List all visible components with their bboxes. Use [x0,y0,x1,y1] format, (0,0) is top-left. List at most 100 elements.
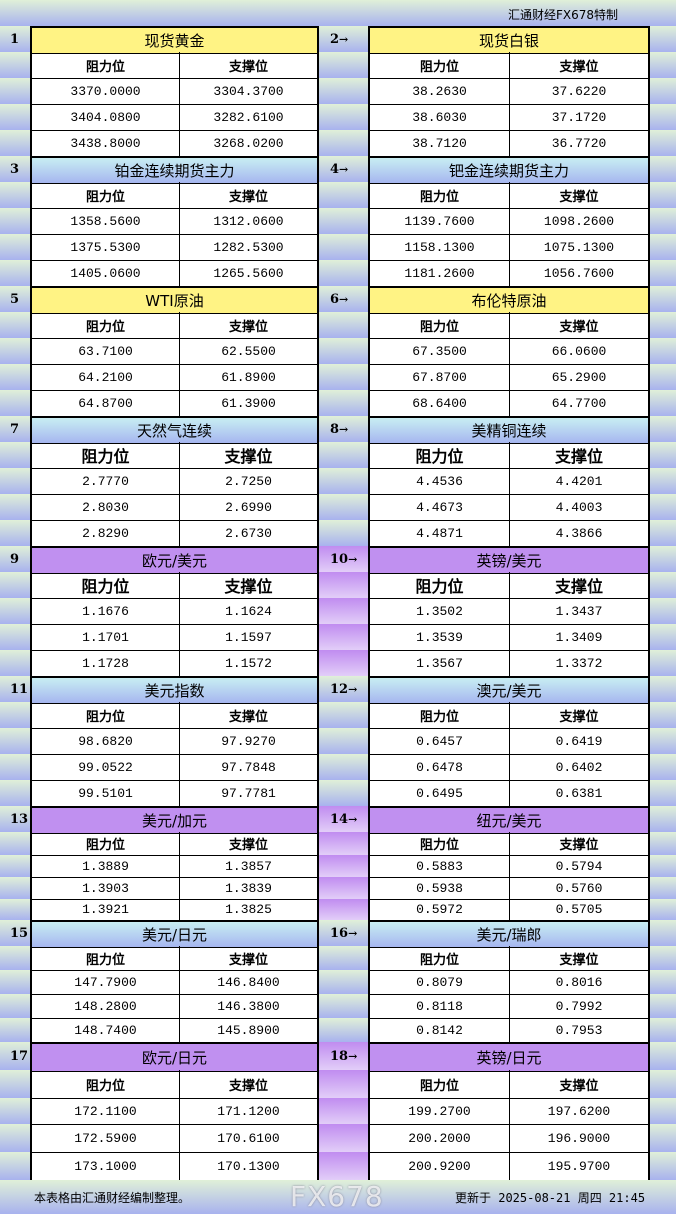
section-number-text: 5 [10,291,20,307]
support-label: 支撑位 [180,946,317,971]
section-number-text: 10 [330,551,349,567]
resistance-value: 1158.1300 [370,234,510,261]
section-number-text: 11 [10,681,29,697]
support-value: 37.6220 [510,78,648,105]
instrument-table: 钯金连续期货主力 阻力位 支撑位 1139.7600 1098.2600 1158.130… [368,156,650,288]
support-value: 0.5760 [510,877,648,900]
support-value: 0.6419 [510,728,648,755]
resistance-value: 2.8290 [32,520,180,546]
instrument-table: 英镑/日元 阻力位 支撑位 199.2700 197.6200 200.2000 196.9… [368,1042,650,1182]
support-label: 支撑位 [510,52,648,79]
resistance-label: 阻力位 [32,52,180,79]
resistance-value: 1.3567 [370,650,510,676]
instrument-table: 天然气连续 阻力位 支撑位 2.7770 2.7250 2.8030 2.6990 2.829… [30,416,319,548]
side-band [0,806,30,832]
resistance-value: 0.5883 [370,855,510,878]
section-number: 14 → [330,806,357,832]
section-number-text: 1 [10,31,20,47]
side-band [0,832,30,855]
instrument-name: 英镑/日元 [370,1044,648,1072]
support-value: 0.6381 [555,785,603,801]
side-band [0,899,30,920]
support-value: 65.2900 [510,364,648,391]
section-number: 7 [10,416,19,442]
resistance-value: 68.6400 [370,390,510,416]
resistance-value: 1.1701 [32,624,180,651]
section-number: 4 → [330,156,348,182]
instrument-name: 钯金连续期货主力 [370,158,648,184]
resistance-label: 阻力位 [32,312,180,339]
resistance-value: 1.3903 [32,877,180,900]
side-band [648,1042,676,1070]
support-value: 0.5705 [555,902,603,917]
section-number-text: 9 [10,551,20,567]
resistance-value: 0.6457 [370,728,510,755]
instrument-table: 美元/瑞郎 阻力位 支撑位 0.8079 0.8016 0.8118 0.7992 0.814… [368,920,650,1044]
instrument-name: 欧元/美元 [32,548,317,574]
support-value: 3304.3700 [180,78,317,105]
resistance-value: 200.2000 [370,1124,510,1153]
support-value: 170.6100 [180,1124,317,1153]
arrow-right-icon: → [348,1049,358,1063]
section-number-text: 4 [330,161,340,177]
instrument-name: 纽元/美元 [370,808,648,834]
support-value: 0.6402 [510,754,648,781]
instrument-table: WTI原油 阻力位 支撑位 63.7100 62.5500 64.2100 61.8900 6… [30,286,319,418]
support-value: 1.3372 [555,655,603,671]
instrument-name: 澳元/美元 [370,678,648,704]
support-value: 4.4201 [510,468,648,495]
resistance-value: 1.3502 [370,598,510,625]
section-number: 2 → [330,26,348,52]
instrument-table: 铂金连续期货主力 阻力位 支撑位 1358.5600 1312.0600 1375.530… [30,156,319,288]
support-value: 97.7781 [221,785,276,801]
instrument-name: 天然气连续 [32,418,317,444]
resistance-value: 3438.8000 [32,130,180,156]
resistance-value: 67.3500 [370,338,510,365]
resistance-value: 4.4536 [370,468,510,495]
support-label: 支撑位 [510,182,648,209]
support-label: 支撑位 [510,832,648,856]
side-band [0,650,30,676]
resistance-value: 172.1100 [32,1098,180,1125]
support-value: 1056.7600 [543,265,615,281]
resistance-value: 200.9200 [370,1152,510,1180]
support-value: 196.9000 [510,1124,648,1153]
resistance-value: 99.5101 [32,780,180,806]
resistance-label: 阻力位 [32,182,180,209]
support-label: 支撑位 [510,572,648,599]
section-number: 9 [10,546,19,572]
support-label: 支撑位 [180,312,317,339]
instrument-table: 现货白银 阻力位 支撑位 38.2630 37.6220 38.6030 37.1720 38… [368,26,650,158]
side-band [0,572,30,598]
resistance-value: 1.1676 [32,598,180,625]
resistance-value: 0.5938 [370,877,510,900]
side-band [648,598,676,624]
support-value: 2.6990 [180,494,317,521]
resistance-label: 阻力位 [370,182,510,209]
resistance-label: 阻力位 [370,702,510,729]
support-value: 97.9270 [180,728,317,755]
instrument-name: 现货白银 [370,28,648,54]
support-value: 1312.0600 [180,208,317,235]
support-value: 62.5500 [180,338,317,365]
support-label: 支撑位 [510,442,648,469]
section-number-text: 18 [330,1048,349,1064]
side-band [0,1124,30,1152]
support-label: 支撑位 [180,182,317,209]
instrument-table: 现货黄金 阻力位 支撑位 3370.0000 3304.3700 3404.0800 328… [30,26,319,158]
side-band [648,1124,676,1152]
resistance-value: 2.7770 [32,468,180,495]
support-value: 171.1200 [180,1098,317,1125]
resistance-value: 0.8079 [370,970,510,995]
resistance-value: 38.6030 [370,104,510,131]
arrow-right-icon: → [348,552,358,566]
side-band [648,572,676,598]
page-title: 汇通财经FX678特制 [508,8,619,22]
section-number: 17 [10,1042,28,1070]
support-value: 4.4003 [510,494,648,521]
support-label: 支撑位 [180,442,317,469]
support-value: 1098.2600 [510,208,648,235]
resistance-value: 64.2100 [32,364,180,391]
resistance-label: 阻力位 [370,1070,510,1099]
arrow-right-icon: → [348,812,358,826]
